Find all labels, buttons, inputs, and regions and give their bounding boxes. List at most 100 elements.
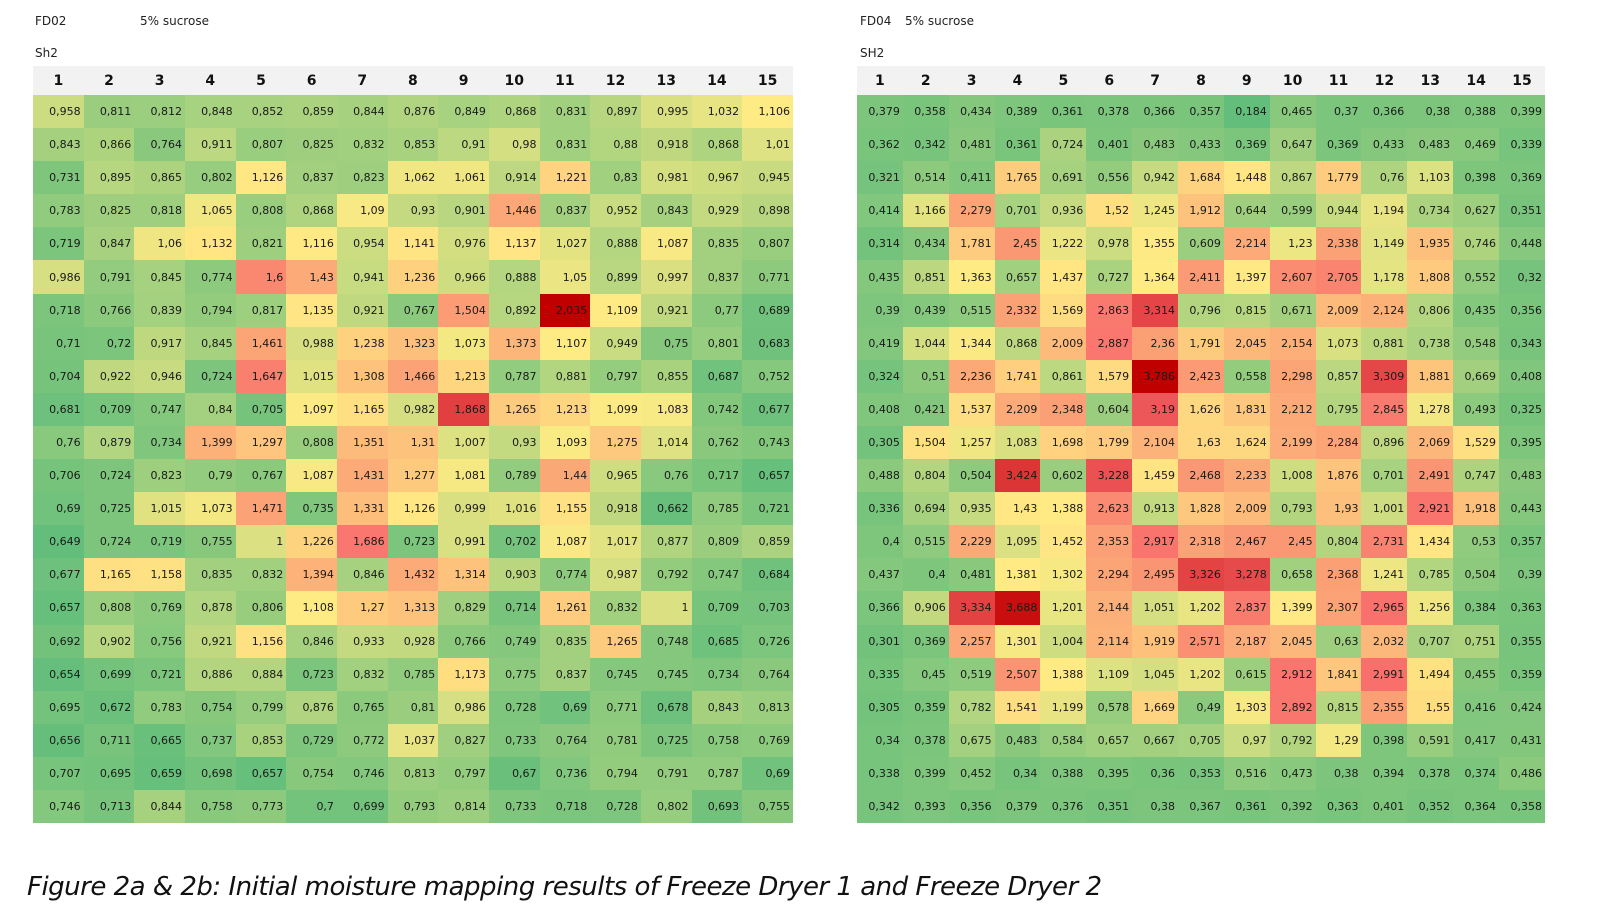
heatmap-cell: 2,233 — [1223, 459, 1270, 493]
heatmap-cell: 0,691 — [1040, 161, 1087, 195]
heatmap-cell: 2,467 — [1223, 525, 1270, 559]
heatmap-cell: 0,868 — [994, 326, 1041, 360]
heatmap-cell: 0,946 — [134, 359, 185, 393]
heatmap-row: 0,71 0,72 0,917 0,845 1,461 0,988 1,238 1,323 1,… — [33, 326, 793, 360]
heatmap-row: 0,321 0,514 0,411 1,765 0,691 0,556 0,942 1,684… — [857, 161, 1545, 195]
heatmap-cell: 1,297 — [235, 425, 287, 460]
heatmap-cell: 0,845 — [184, 326, 236, 360]
heatmap-cell: 2,114 — [1086, 624, 1133, 658]
heatmap-row: 0,4 0,515 2,229 1,095 1,452 2,353 2,917 2,318 2,… — [857, 525, 1545, 559]
heatmap-cell: 0,77 — [691, 293, 743, 327]
heatmap-cell: 0,695 — [83, 756, 135, 790]
heatmap-cell: 0,766 — [83, 293, 135, 327]
heatmap-cell: 1,245 — [1132, 194, 1179, 228]
heatmap-cell: 0,69 — [742, 756, 793, 790]
heatmap-cell: 0,724 — [1040, 128, 1087, 162]
heatmap-cell: 0,746 — [33, 789, 84, 824]
heatmap-cell: 0,949 — [590, 326, 641, 360]
heatmap-cell: 0,911 — [184, 128, 236, 162]
heatmap-cell: 0,733 — [488, 723, 540, 757]
heatmap-cell: 0,305 — [857, 425, 903, 460]
column-header: 4 — [184, 66, 236, 95]
heatmap-cell: 1,008 — [1269, 459, 1316, 493]
heatmap-cell: 0,658 — [1269, 558, 1316, 592]
heatmap-cell: 1,29 — [1315, 723, 1362, 757]
heatmap-cell: 0,736 — [539, 756, 591, 790]
heatmap-cell: 1,876 — [1315, 459, 1362, 493]
heatmap-cell: 0,769 — [742, 723, 793, 757]
heatmap-cell: 2,917 — [1132, 525, 1179, 559]
heatmap-cell: 1,868 — [438, 392, 489, 426]
heatmap-cell: 1,431 — [336, 459, 388, 493]
heatmap-cell: 0,703 — [742, 591, 793, 625]
heatmap-cell: 2,332 — [994, 293, 1041, 327]
heatmap-cell: 0,359 — [1499, 657, 1545, 691]
column-header: 4 — [994, 66, 1041, 95]
heatmap-row: 0,324 0,51 2,236 1,741 0,861 1,579 3,786 2,423 0… — [857, 359, 1545, 393]
heatmap-cell: 0,767 — [387, 293, 439, 327]
heatmap-cell: 0,39 — [857, 293, 903, 327]
heatmap-cell: 0,773 — [235, 789, 287, 824]
heatmap-cell: 0,584 — [1040, 723, 1087, 757]
column-header: 1 — [33, 66, 84, 95]
heatmap-cell: 0,913 — [1132, 492, 1179, 526]
heatmap-cell: 0,785 — [387, 657, 439, 691]
heatmap-cell: 0,662 — [640, 492, 692, 526]
column-header: 6 — [286, 66, 337, 95]
heatmap-cell: 0,667 — [1132, 723, 1179, 757]
heatmap-cell: 0,366 — [857, 591, 903, 625]
heatmap-cell: 0,469 — [1453, 128, 1500, 162]
heatmap-cell: 0,701 — [994, 194, 1041, 228]
heatmap-cell: 2,507 — [994, 657, 1041, 691]
heatmap-cell: 0,755 — [742, 789, 793, 824]
heatmap-cell: 0,721 — [742, 492, 793, 526]
heatmap-cell: 0,853 — [387, 128, 439, 162]
heatmap-cell: 0,435 — [857, 260, 903, 294]
heatmap-cell: 0,811 — [83, 95, 135, 129]
heatmap-cell: 1,073 — [184, 492, 236, 526]
heatmap-cell: 2,355 — [1361, 690, 1408, 724]
heatmap-cell: 0,758 — [184, 789, 236, 824]
heatmap-cell: 0,483 — [1132, 128, 1179, 162]
heatmap-cell: 1,221 — [539, 161, 591, 195]
heatmap-cell: 1,504 — [438, 293, 489, 327]
heatmap-cell: 0,881 — [1361, 326, 1408, 360]
column-header: 14 — [691, 66, 743, 95]
heatmap-cell: 0,452 — [948, 756, 995, 790]
column-header: 7 — [336, 66, 388, 95]
heatmap-cell: 0,866 — [83, 128, 135, 162]
heatmap-cell: 0,411 — [948, 161, 995, 195]
heatmap-cell: 2,991 — [1361, 657, 1408, 691]
heatmap-cell: 0,766 — [438, 624, 489, 658]
column-header: 12 — [590, 66, 641, 95]
heatmap-cell: 0,865 — [134, 161, 185, 195]
heatmap-cell: 0,901 — [438, 194, 489, 228]
heatmap-cell: 1,222 — [1040, 227, 1087, 261]
heatmap-cell: 0,711 — [83, 723, 135, 757]
heatmap-cell: 1,308 — [336, 359, 388, 393]
heatmap-row: 0,338 0,399 0,452 0,34 0,388 0,395 0,36 0,353 0,… — [857, 756, 1545, 790]
heatmap-cell: 2,294 — [1086, 558, 1133, 592]
heatmap-row: 0,706 0,724 0,823 0,79 0,767 1,087 1,431 1,277 1… — [33, 459, 793, 493]
heatmap-row: 0,695 0,672 0,783 0,754 0,799 0,876 0,765 0,81 0… — [33, 690, 793, 724]
heatmap-cell: 0,847 — [83, 227, 135, 261]
heatmap-cell: 0,787 — [488, 359, 540, 393]
heatmap-cell: 0,914 — [488, 161, 540, 195]
column-header: 15 — [1499, 66, 1545, 95]
heatmap-cell: 0,392 — [1269, 789, 1316, 824]
heatmap-cell: 1,741 — [994, 359, 1041, 393]
heatmap-cell: 2,154 — [1269, 326, 1316, 360]
heatmap-cell: 0,714 — [488, 591, 540, 625]
column-header: 12 — [1361, 66, 1408, 95]
heatmap-cell: 0,868 — [691, 128, 743, 162]
heatmap-row: 0,718 0,766 0,839 0,794 0,817 1,135 0,921 0,767… — [33, 293, 793, 327]
heatmap-cell: 0,802 — [184, 161, 236, 195]
heatmap-cell: 1,226 — [286, 525, 337, 559]
heatmap-cell: 0,918 — [590, 492, 641, 526]
heatmap-cell: 1,344 — [948, 326, 995, 360]
heatmap-cell: 0,88 — [590, 128, 641, 162]
heatmap-cell: 1,051 — [1132, 591, 1179, 625]
heatmap-cell: 0,448 — [1499, 227, 1545, 261]
heatmap-cell: 0,416 — [1453, 690, 1500, 724]
heatmap-cell: 1,791 — [1178, 326, 1224, 360]
